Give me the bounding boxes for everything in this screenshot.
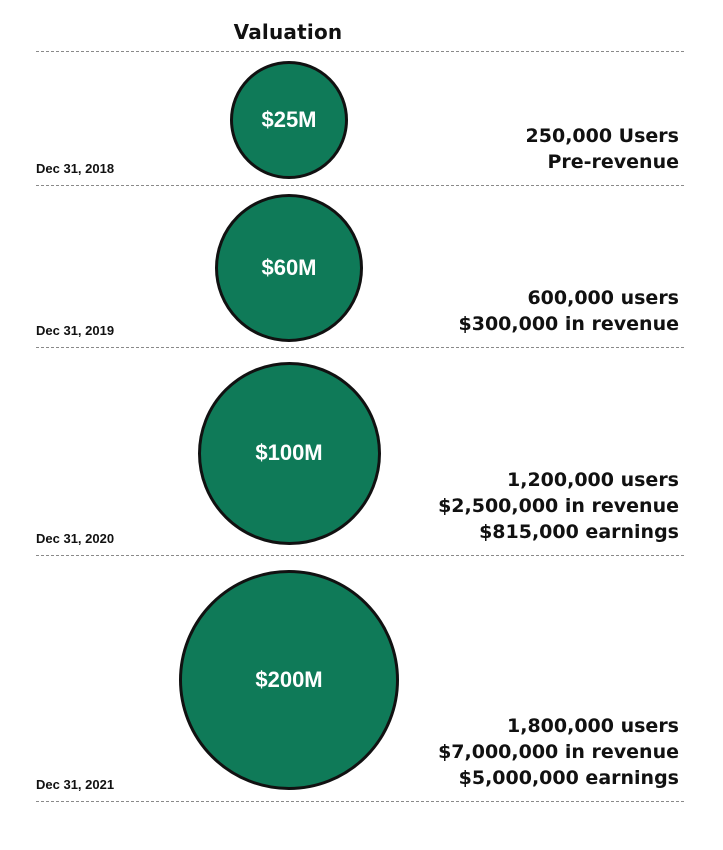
row-divider xyxy=(36,51,684,52)
valuation-label: $200M xyxy=(255,667,323,692)
valuation-bubble: $100M xyxy=(197,361,381,545)
row-metrics: 1,800,000 users $7,000,000 in revenue $5,0… xyxy=(438,713,679,791)
metric-line: $7,000,000 in revenue xyxy=(438,741,679,763)
row-divider xyxy=(36,801,684,802)
valuation-bubble: $200M xyxy=(179,570,399,790)
metric-line: 1,200,000 users xyxy=(507,469,679,491)
row-date: Dec 31, 2020 xyxy=(36,531,115,546)
metric-line: 1,800,000 users xyxy=(507,715,679,737)
row-date: Dec 31, 2019 xyxy=(36,323,115,338)
valuation-bubble: $25M xyxy=(230,61,348,179)
row-divider xyxy=(36,555,684,556)
valuation-label: $25M xyxy=(261,107,317,132)
row-divider xyxy=(36,185,684,186)
metric-line: $5,000,000 earnings xyxy=(458,767,679,789)
row-date: Dec 31, 2018 xyxy=(36,161,115,176)
row-metrics: 250,000 Users Pre-revenue xyxy=(526,123,679,175)
metric-line: Pre-revenue xyxy=(547,151,679,173)
row-metrics: 1,200,000 users $2,500,000 in revenue $815… xyxy=(438,467,679,545)
valuation-label: $60M xyxy=(261,255,317,280)
valuation-bubble: $60M xyxy=(215,194,363,342)
row-date: Dec 31, 2021 xyxy=(36,777,115,792)
metric-line: $2,500,000 in revenue xyxy=(438,495,679,517)
valuation-label: $100M xyxy=(255,440,323,465)
metric-line: $815,000 earnings xyxy=(479,521,679,543)
metric-line: 600,000 users xyxy=(527,287,679,309)
row-divider xyxy=(36,347,684,348)
row-metrics: 600,000 users $300,000 in revenue xyxy=(459,285,680,337)
metric-line: $300,000 in revenue xyxy=(458,313,680,335)
metric-line: 250,000 Users xyxy=(525,125,679,147)
chart-title: Valuation xyxy=(233,20,343,44)
